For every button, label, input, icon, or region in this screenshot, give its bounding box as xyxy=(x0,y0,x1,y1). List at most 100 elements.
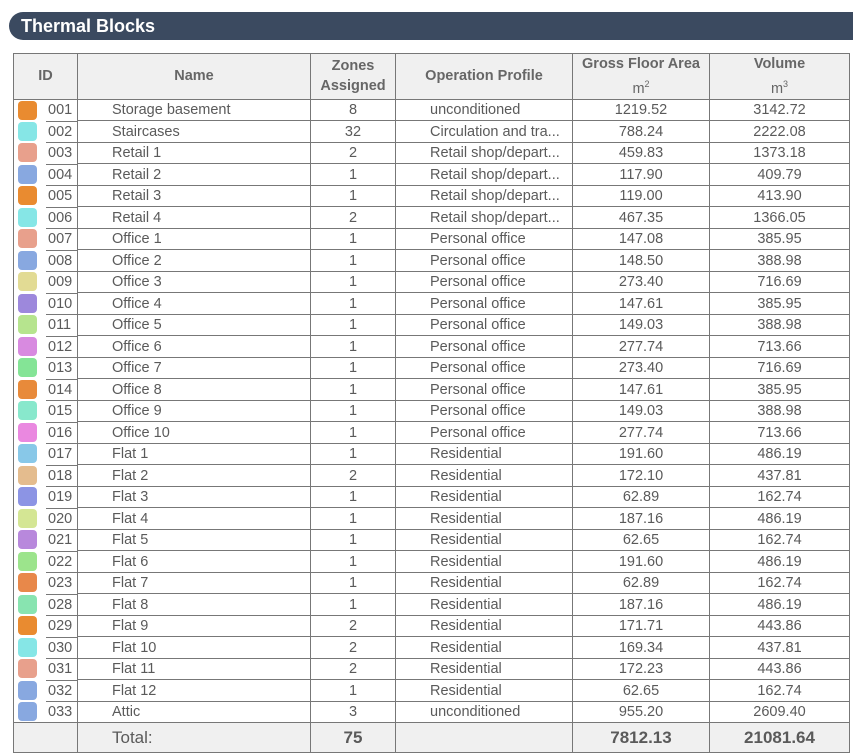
total-zones: 75 xyxy=(310,722,396,754)
table-row[interactable]: 016 Office 10 1 Personal office 277.74 7… xyxy=(13,421,850,444)
cell-name: Office 1 xyxy=(77,227,311,250)
color-swatch[interactable] xyxy=(18,659,37,679)
cell-id: 013 xyxy=(13,357,78,379)
table-row[interactable]: 029 Flat 9 2 Residential 171.71 443.86 xyxy=(13,614,850,637)
cell-zones: 1 xyxy=(310,249,396,272)
table-row[interactable]: 013 Office 7 1 Personal office 273.40 71… xyxy=(13,356,850,379)
cell-name: Office 8 xyxy=(77,378,311,401)
col-volume[interactable]: Volume m3 xyxy=(709,53,850,100)
cell-id: 009 xyxy=(13,271,78,293)
cell-gfa: 148.50 xyxy=(572,249,710,272)
cell-zones: 1 xyxy=(310,184,396,207)
table-row[interactable]: 017 Flat 1 1 Residential 191.60 486.19 xyxy=(13,442,850,465)
color-swatch[interactable] xyxy=(18,272,37,292)
table-row[interactable]: 028 Flat 8 1 Residential 187.16 486.19 xyxy=(13,593,850,616)
table-row[interactable]: 009 Office 3 1 Personal office 273.40 71… xyxy=(13,270,850,293)
cell-id: 005 xyxy=(13,185,78,207)
cell-id: 022 xyxy=(13,550,78,573)
color-swatch[interactable] xyxy=(18,336,37,356)
table-row[interactable]: 012 Office 6 1 Personal office 277.74 71… xyxy=(13,335,850,358)
table-row[interactable]: 004 Retail 2 1 Retail shop/depart... 117… xyxy=(13,163,850,186)
table-row[interactable]: 030 Flat 10 2 Residential 169.34 437.81 xyxy=(13,636,850,659)
cell-name: Flat 3 xyxy=(77,485,311,508)
cell-volume: 385.95 xyxy=(709,227,850,250)
color-swatch[interactable] xyxy=(18,573,37,593)
cell-profile: Personal office xyxy=(395,399,573,422)
table-row[interactable]: 033 Attic 3 unconditioned 955.20 2609.40 xyxy=(13,700,850,723)
cell-volume: 486.19 xyxy=(709,507,850,530)
table-row[interactable]: 010 Office 4 1 Personal office 147.61 38… xyxy=(13,292,850,315)
color-swatch[interactable] xyxy=(18,401,37,421)
color-swatch[interactable] xyxy=(18,616,37,636)
table-row[interactable]: 015 Office 9 1 Personal office 149.03 38… xyxy=(13,399,850,422)
color-swatch[interactable] xyxy=(18,229,37,249)
cell-zones: 1 xyxy=(310,335,396,358)
cell-id: 014 xyxy=(13,378,78,401)
table-row[interactable]: 019 Flat 3 1 Residential 62.89 162.74 xyxy=(13,485,850,508)
color-swatch[interactable] xyxy=(18,702,37,722)
cell-id: 023 xyxy=(13,572,78,594)
table-row[interactable]: 006 Retail 4 2 Retail shop/depart... 467… xyxy=(13,206,850,229)
color-swatch[interactable] xyxy=(18,100,37,120)
table-row[interactable]: 032 Flat 12 1 Residential 62.65 162.74 xyxy=(13,679,850,702)
col-name[interactable]: Name xyxy=(77,53,311,100)
cell-zones: 2 xyxy=(310,141,396,164)
cell-volume: 443.86 xyxy=(709,657,850,680)
color-swatch[interactable] xyxy=(18,594,37,614)
table-row[interactable]: 021 Flat 5 1 Residential 62.65 162.74 xyxy=(13,528,850,551)
color-swatch[interactable] xyxy=(18,508,37,528)
color-swatch[interactable] xyxy=(18,250,37,270)
color-swatch[interactable] xyxy=(18,444,37,464)
table-row[interactable]: 001 Storage basement 8 unconditioned 121… xyxy=(13,98,850,121)
table-row[interactable]: 022 Flat 6 1 Residential 191.60 486.19 xyxy=(13,550,850,573)
cell-id: 001 xyxy=(13,99,78,121)
cell-volume: 385.95 xyxy=(709,378,850,401)
col-zones[interactable]: Zones Assigned xyxy=(310,53,396,100)
cell-zones: 8 xyxy=(310,98,396,121)
cell-profile: Personal office xyxy=(395,249,573,272)
color-swatch[interactable] xyxy=(18,207,37,227)
color-swatch[interactable] xyxy=(18,143,37,163)
total-volume: 21081.64 xyxy=(709,722,850,754)
table-row[interactable]: 005 Retail 3 1 Retail shop/depart... 119… xyxy=(13,184,850,207)
table-row[interactable]: 031 Flat 11 2 Residential 172.23 443.86 xyxy=(13,657,850,680)
table-row[interactable]: 014 Office 8 1 Personal office 147.61 38… xyxy=(13,378,850,401)
cell-gfa: 187.16 xyxy=(572,593,710,616)
color-swatch[interactable] xyxy=(18,465,37,485)
table-row[interactable]: 011 Office 5 1 Personal office 149.03 38… xyxy=(13,313,850,336)
col-profile[interactable]: Operation Profile xyxy=(395,53,573,100)
table-row[interactable]: 018 Flat 2 2 Residential 172.10 437.81 xyxy=(13,464,850,487)
color-swatch[interactable] xyxy=(18,379,37,399)
cell-id: 011 xyxy=(13,314,78,336)
color-swatch[interactable] xyxy=(18,487,37,507)
color-swatch[interactable] xyxy=(18,315,37,335)
color-swatch[interactable] xyxy=(18,680,37,700)
col-id[interactable]: ID xyxy=(13,53,78,100)
color-swatch[interactable] xyxy=(18,637,37,657)
table-row[interactable]: 003 Retail 1 2 Retail shop/depart... 459… xyxy=(13,141,850,164)
col-gfa[interactable]: Gross Floor Area m2 xyxy=(572,53,710,100)
color-swatch[interactable] xyxy=(18,293,37,313)
cell-name: Office 5 xyxy=(77,313,311,336)
cell-zones: 2 xyxy=(310,614,396,637)
cell-gfa: 277.74 xyxy=(572,335,710,358)
table-row[interactable]: 002 Staircases 32 Circulation and tra...… xyxy=(13,120,850,143)
color-swatch[interactable] xyxy=(18,422,37,442)
cell-zones: 2 xyxy=(310,206,396,229)
panel-title: Thermal Blocks xyxy=(9,12,853,40)
color-swatch[interactable] xyxy=(18,551,37,571)
color-swatch[interactable] xyxy=(18,186,37,206)
table-row[interactable]: 020 Flat 4 1 Residential 187.16 486.19 xyxy=(13,507,850,530)
cell-name: Office 6 xyxy=(77,335,311,358)
table-row[interactable]: 007 Office 1 1 Personal office 147.08 38… xyxy=(13,227,850,250)
color-swatch[interactable] xyxy=(18,358,37,378)
table-row[interactable]: 023 Flat 7 1 Residential 62.89 162.74 xyxy=(13,571,850,594)
color-swatch[interactable] xyxy=(18,121,37,141)
color-swatch[interactable] xyxy=(18,164,37,184)
cell-name: Flat 9 xyxy=(77,614,311,637)
cell-zones: 1 xyxy=(310,163,396,186)
table-row[interactable]: 008 Office 2 1 Personal office 148.50 38… xyxy=(13,249,850,272)
cell-volume: 3142.72 xyxy=(709,98,850,121)
cell-volume: 437.81 xyxy=(709,636,850,659)
color-swatch[interactable] xyxy=(18,530,37,550)
